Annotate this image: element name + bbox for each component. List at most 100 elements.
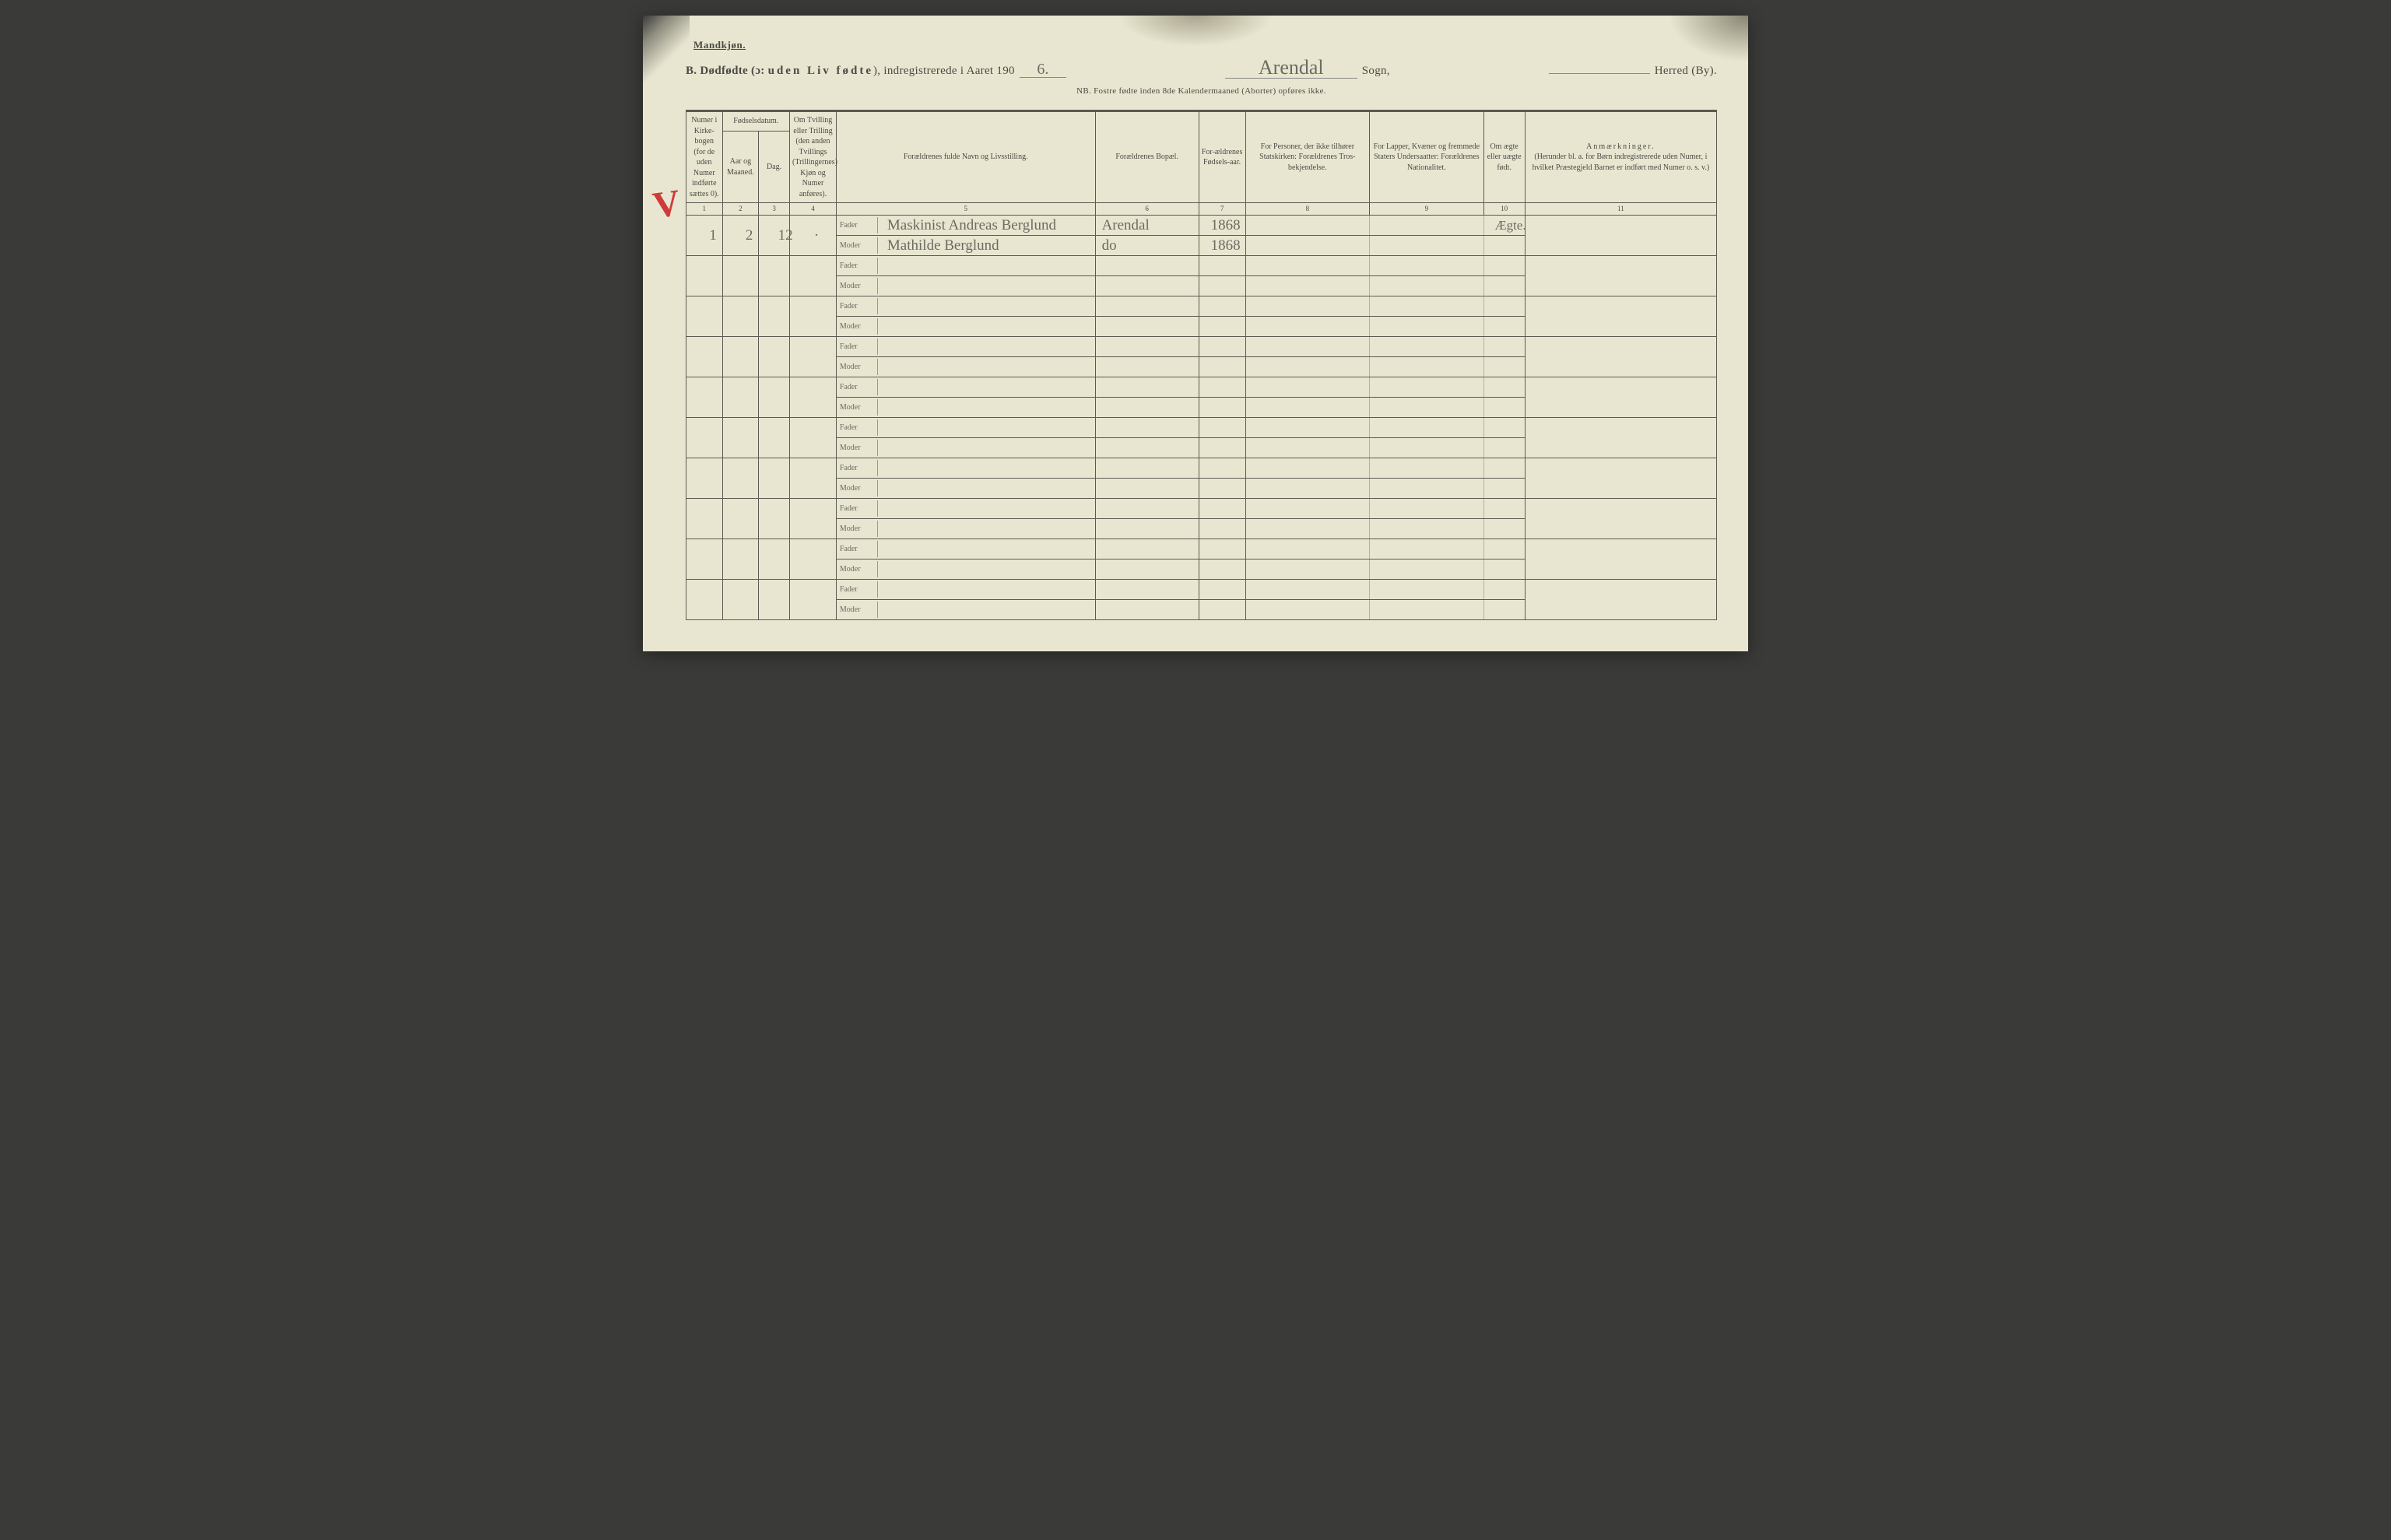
cell-father: Fader xyxy=(836,539,1095,560)
cell-birthyear-f xyxy=(1199,337,1245,357)
cell-birthyear-m xyxy=(1199,357,1245,377)
col-header-twin: Om Tvilling eller Trilling (den anden Tv… xyxy=(790,112,837,203)
cell-residence-f xyxy=(1095,458,1199,479)
cell-nationality-m xyxy=(1370,398,1483,418)
register-table: Numer i Kirke-bogen (for de uden Numer i… xyxy=(686,111,1717,620)
cell-day xyxy=(759,418,790,458)
fader-label: Fader xyxy=(840,342,871,353)
cell-residence-m xyxy=(1095,438,1199,458)
cell-residence-m xyxy=(1095,276,1199,296)
mother-name xyxy=(884,447,931,450)
cell-remarks xyxy=(1525,499,1716,539)
cell-faith-m xyxy=(1245,438,1370,458)
table-row: Fader xyxy=(686,337,1717,357)
cell-residence-m xyxy=(1095,398,1199,418)
mother-name xyxy=(884,366,931,369)
father-name xyxy=(884,346,931,349)
cell-mother: ModerMathilde Berglund xyxy=(836,236,1095,256)
cell-nationality-m xyxy=(1370,600,1483,620)
table-row: 1212·FaderMaskinist Andreas BerglundAren… xyxy=(686,216,1717,236)
father-name xyxy=(884,305,931,308)
fader-label: Fader xyxy=(840,544,871,555)
father-name xyxy=(884,507,931,510)
fader-label: Fader xyxy=(840,220,871,231)
cell-faith xyxy=(1245,256,1370,276)
cell-twin: · xyxy=(790,216,837,256)
mother-name: Mathilde Berglund xyxy=(884,237,1002,254)
cell-nationality xyxy=(1370,216,1483,236)
moder-label: Moder xyxy=(840,321,871,332)
col-header-month: Aar og Maaned. xyxy=(722,132,759,203)
cell-birthyear-f xyxy=(1199,458,1245,479)
fader-label: Fader xyxy=(840,261,871,272)
moder-label: Moder xyxy=(840,605,871,616)
cell-num xyxy=(686,296,723,337)
cell-remarks xyxy=(1525,580,1716,620)
mother-name xyxy=(884,285,931,288)
gender-label: Mandkjøn. xyxy=(693,39,1717,51)
father-name xyxy=(884,265,931,268)
table-row: Fader xyxy=(686,458,1717,479)
cell-legitimacy xyxy=(1483,499,1525,519)
fader-label: Fader xyxy=(840,584,871,595)
cell-residence-f xyxy=(1095,499,1199,519)
mother-name xyxy=(884,528,931,531)
table-header: Numer i Kirke-bogen (for de uden Numer i… xyxy=(686,112,1717,216)
cell-residence-m: do xyxy=(1095,236,1199,256)
cell-father: Fader xyxy=(836,377,1095,398)
cell-remarks xyxy=(1525,296,1716,337)
cell-legitimacy-m xyxy=(1483,438,1525,458)
cell-nationality-m xyxy=(1370,479,1483,499)
col-header-nationality: For Lapper, Kvæner og fremmede Staters U… xyxy=(1370,112,1483,203)
cell-nationality-m xyxy=(1370,276,1483,296)
cell-faith-m xyxy=(1245,357,1370,377)
cell-legitimacy-m xyxy=(1483,236,1525,256)
mother-name xyxy=(884,568,931,571)
cell-twin xyxy=(790,256,837,296)
cell-twin xyxy=(790,418,837,458)
cell-father: FaderMaskinist Andreas Berglund xyxy=(836,216,1095,236)
cell-nationality xyxy=(1370,499,1483,519)
cell-month xyxy=(722,458,759,499)
cell-birthyear-f xyxy=(1199,539,1245,560)
father-name xyxy=(884,467,931,470)
col-header-remarks: Anmærkninger. (Herunder bl. a. for Børn … xyxy=(1525,112,1716,203)
cell-legitimacy xyxy=(1483,256,1525,276)
cell-num xyxy=(686,580,723,620)
fader-label: Fader xyxy=(840,423,871,433)
sogn-label: Sogn, xyxy=(1362,65,1390,78)
cell-legitimacy xyxy=(1483,418,1525,438)
colnum: 7 xyxy=(1199,203,1245,216)
father-name xyxy=(884,588,931,591)
cell-birthyear-f xyxy=(1199,418,1245,438)
cell-legitimacy-m xyxy=(1483,317,1525,337)
cell-faith-m xyxy=(1245,236,1370,256)
cell-faith xyxy=(1245,539,1370,560)
col-header-birthyear: For-ældrenes Fødsels-aar. xyxy=(1199,112,1245,203)
cell-twin xyxy=(790,458,837,499)
cell-faith xyxy=(1245,296,1370,317)
cell-legitimacy xyxy=(1483,296,1525,317)
moder-label: Moder xyxy=(840,564,871,575)
cell-remarks xyxy=(1525,377,1716,418)
cell-twin xyxy=(790,580,837,620)
cell-nationality xyxy=(1370,580,1483,600)
cell-nationality xyxy=(1370,337,1483,357)
cell-birthyear-f xyxy=(1199,256,1245,276)
cell-legitimacy xyxy=(1483,458,1525,479)
colnum: 3 xyxy=(759,203,790,216)
cell-month xyxy=(722,580,759,620)
cell-father: Fader xyxy=(836,296,1095,317)
col-header-birthdate: Fødselsdatum. xyxy=(722,112,789,132)
table-row: Fader xyxy=(686,418,1717,438)
cell-residence-f xyxy=(1095,539,1199,560)
cell-mother: Moder xyxy=(836,479,1095,499)
cell-remarks xyxy=(1525,539,1716,580)
parish-handwritten: Arendal xyxy=(1225,58,1357,79)
cell-day xyxy=(759,256,790,296)
cell-num xyxy=(686,337,723,377)
cell-residence-f xyxy=(1095,337,1199,357)
cell-remarks xyxy=(1525,418,1716,458)
cell-faith-m xyxy=(1245,560,1370,580)
column-number-row: 1 2 3 4 5 6 7 8 9 10 11 xyxy=(686,203,1717,216)
